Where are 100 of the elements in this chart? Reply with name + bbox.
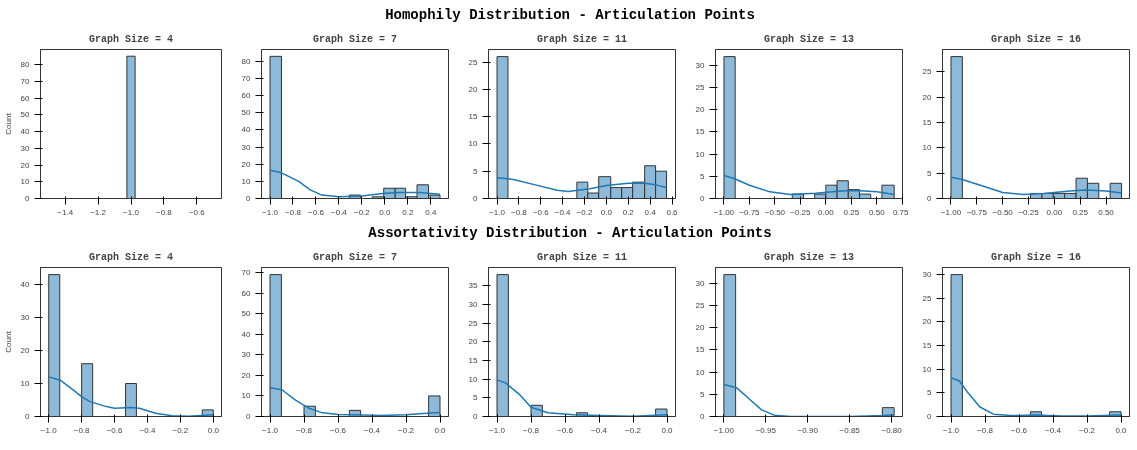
y-tick-label: 40 — [20, 127, 31, 137]
x-tick-label: −0.50 — [992, 207, 1014, 217]
y-tick-label: 0 — [473, 412, 479, 421]
chart-title: Graph Size = 16 — [990, 251, 1082, 263]
y-tick-label: 10 — [20, 177, 31, 187]
y-tick-label: 20 — [20, 346, 31, 355]
x-tick-label: −0.2 — [576, 207, 593, 217]
y-tick-label: 40 — [20, 280, 31, 289]
y-tick-label: 50 — [241, 108, 252, 118]
y-tick-label: 0 — [25, 412, 31, 421]
x-tick-label: −0.85 — [839, 425, 861, 435]
x-tick-label: −0.6 — [532, 207, 550, 217]
x-tick-label: 0.4 — [644, 207, 657, 217]
x-tick-label: −0.2 — [625, 425, 642, 435]
y-tick-label: 10 — [695, 367, 706, 377]
y-tick-label: 80 — [241, 56, 252, 66]
y-tick-label: 25 — [922, 293, 933, 303]
y-tick-label: 0 — [473, 194, 479, 203]
x-tick-label: 0.25 — [1072, 207, 1089, 217]
y-tick-label: 0 — [700, 412, 706, 421]
chart-title: Graph Size = 16 — [990, 33, 1082, 45]
x-tick-label: −0.75 — [739, 207, 761, 217]
x-tick-label: 0.0 — [434, 425, 447, 435]
x-tick-label: −0.95 — [755, 425, 777, 435]
x-tick-label: −0.8 — [511, 207, 528, 217]
x-tick-label: 0.0 — [600, 207, 613, 217]
y-tick-label: 30 — [695, 278, 706, 288]
x-tick-label: −0.6 — [308, 207, 325, 217]
y-axis-title: Count — [3, 112, 13, 135]
y-tick-label: 30 — [695, 60, 706, 70]
x-tick-label: −0.6 — [557, 425, 574, 435]
x-tick-label: −0.50 — [764, 207, 786, 217]
y-tick-label: 30 — [241, 142, 252, 152]
y-tick-label: 5 — [700, 171, 706, 181]
x-tick-label: −0.8 — [285, 207, 302, 217]
x-tick-label: −0.4 — [1045, 425, 1062, 435]
x-tick-label: −0.4 — [591, 425, 608, 435]
y-tick-label: 50 — [241, 309, 252, 319]
y-tick-label: 25 — [695, 301, 706, 311]
x-tick-label: 0.4 — [425, 207, 437, 217]
x-tick-label: −0.8 — [523, 425, 540, 435]
x-tick-label: −0.6 — [106, 425, 123, 435]
y-tick-label: 0 — [927, 412, 933, 421]
y-tick-label: 20 — [695, 323, 706, 333]
y-tick-label: 20 — [695, 105, 706, 115]
x-tick-label: −1.0 — [40, 425, 58, 435]
y-tick-label: 5 — [927, 168, 933, 178]
x-tick-label: −0.6 — [188, 207, 206, 217]
x-tick-label: −1.0 — [262, 425, 279, 435]
y-tick-label: 80 — [20, 60, 31, 70]
y-tick-label: 60 — [241, 288, 252, 298]
x-tick-label: 0.2 — [402, 207, 414, 217]
y-tick-label: 5 — [473, 166, 479, 176]
y-tick-label: 20 — [241, 159, 252, 169]
y-tick-label: 20 — [241, 370, 252, 380]
y-tick-label: 20 — [922, 92, 933, 102]
y-tick-label: 10 — [241, 176, 252, 186]
x-tick-label: −0.2 — [172, 425, 189, 435]
x-tick-label: −0.8 — [977, 425, 994, 435]
y-tick-label: 40 — [241, 125, 252, 135]
y-tick-label: 35 — [468, 281, 479, 291]
x-tick-label: 0.0 — [661, 425, 674, 435]
x-tick-label: −0.8 — [156, 207, 173, 217]
x-tick-label: −0.4 — [331, 207, 348, 217]
x-tick-label: −0.4 — [139, 425, 156, 435]
y-tick-label: 20 — [468, 337, 479, 347]
x-tick-label: −1.00 — [940, 207, 962, 217]
y-tick-label: 25 — [695, 83, 706, 93]
x-tick-label: −1.2 — [90, 207, 107, 217]
text: Homophily Distribution - Articulation Points — [385, 6, 755, 25]
y-tick-label: 60 — [20, 93, 31, 103]
y-tick-label: 15 — [468, 355, 479, 365]
chart-title: Graph Size = 4 — [88, 251, 174, 263]
x-tick-label: 0.75 — [892, 207, 910, 217]
x-tick-label: −1.0 — [262, 207, 279, 217]
x-tick-label: 0.0 — [379, 207, 391, 217]
y-tick-label: 30 — [241, 350, 252, 360]
x-tick-label: −0.80 — [881, 425, 903, 435]
chart-title: Graph Size = 4 — [88, 33, 174, 45]
x-tick-label: −1.0 — [489, 207, 506, 217]
x-tick-label: 0.25 — [843, 207, 860, 217]
y-tick-label: 0 — [927, 194, 933, 203]
y-tick-label: 70 — [241, 74, 252, 84]
x-tick-label: −0.2 — [1079, 425, 1096, 435]
x-tick-label: −1.0 — [123, 207, 140, 217]
x-tick-label: −0.6 — [330, 425, 347, 435]
x-tick-label: −1.00 — [713, 425, 735, 435]
y-tick-label: 5 — [927, 388, 933, 398]
y-tick-label: 15 — [695, 345, 706, 355]
y-tick-label: 70 — [20, 76, 31, 86]
y-tick-label: 15 — [695, 127, 706, 137]
y-tick-label: 10 — [695, 149, 706, 159]
y-tick-label: 10 — [20, 379, 31, 388]
y-tick-label: 40 — [241, 329, 252, 339]
y-tick-label: 25 — [468, 318, 479, 328]
x-tick-label: −1.0 — [489, 425, 506, 435]
y-tick-label: 30 — [20, 313, 31, 322]
y-tick-label: 20 — [922, 317, 933, 327]
y-tick-label: 5 — [700, 389, 706, 399]
chart-title: Graph Size = 13 — [763, 33, 855, 45]
